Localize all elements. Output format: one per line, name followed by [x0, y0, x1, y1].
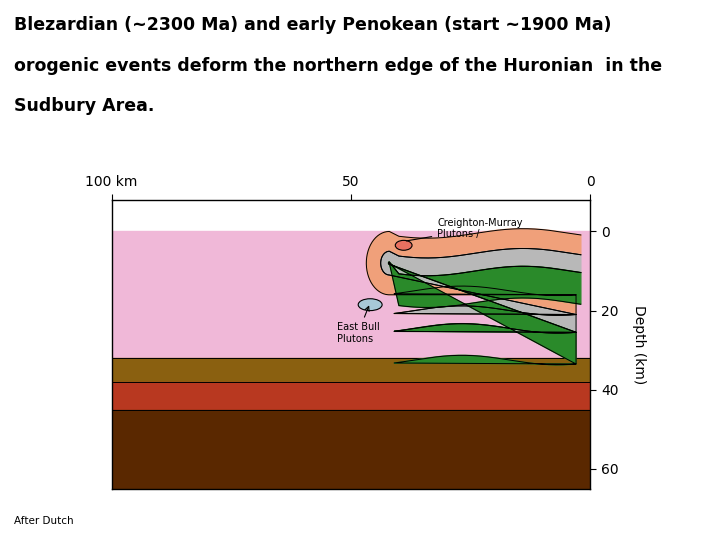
Ellipse shape — [395, 240, 412, 250]
Y-axis label: Depth (km): Depth (km) — [632, 305, 647, 384]
Polygon shape — [366, 229, 581, 315]
Text: Creighton-Murray
Plutons /: Creighton-Murray Plutons / — [406, 218, 523, 241]
Text: After Dutch: After Dutch — [14, 516, 74, 526]
Text: Sudbury Area.: Sudbury Area. — [14, 97, 155, 115]
Polygon shape — [381, 248, 581, 333]
Ellipse shape — [358, 299, 382, 310]
Text: orogenic events deform the northern edge of the Huronian  in the: orogenic events deform the northern edge… — [14, 57, 662, 75]
Text: East Bull
Plutons: East Bull Plutons — [337, 306, 379, 344]
Polygon shape — [389, 262, 581, 365]
Text: Blezardian (~2300 Ma) and early Penokean (start ~1900 Ma): Blezardian (~2300 Ma) and early Penokean… — [14, 16, 612, 34]
